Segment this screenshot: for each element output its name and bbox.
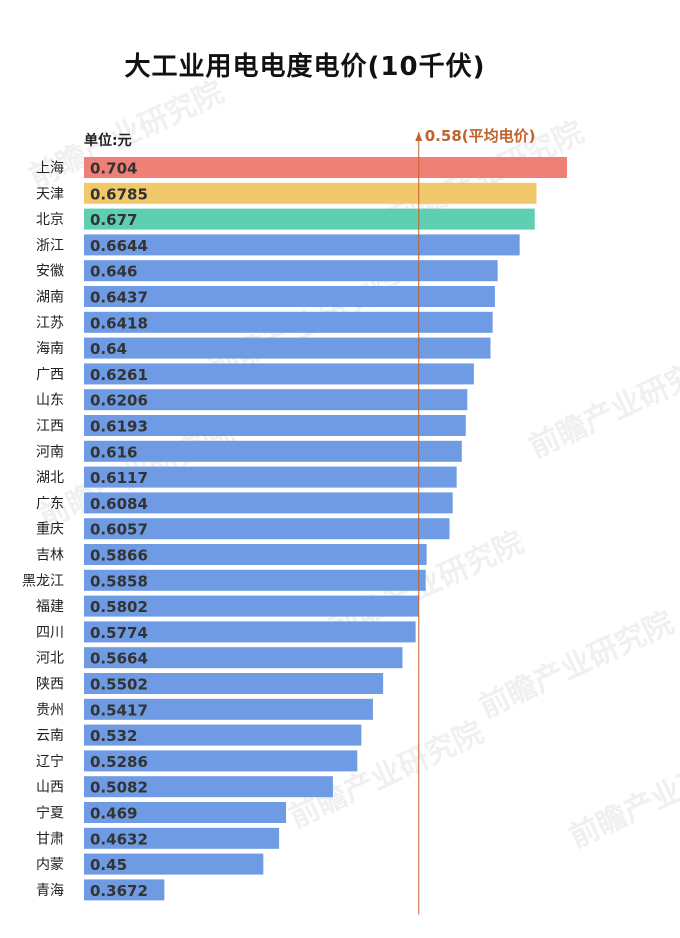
bar (84, 157, 567, 178)
bar (84, 569, 426, 591)
category-label: 福建 (36, 599, 64, 615)
category-label: 山东 (36, 393, 64, 409)
bar (84, 415, 466, 436)
category-label: 湖北 (36, 470, 64, 486)
value-label: 0.6193 (90, 418, 148, 436)
value-label: 0.5286 (90, 753, 148, 771)
category-label: 内蒙 (36, 857, 64, 873)
category-label: 甘肃 (36, 831, 64, 847)
value-label: 0.64 (90, 340, 127, 358)
bar (84, 776, 333, 798)
category-label: 湖南 (36, 290, 64, 306)
bar (84, 234, 520, 256)
bar (84, 750, 358, 772)
category-label: 山西 (36, 780, 64, 796)
bar (84, 518, 450, 540)
category-label: 安徽 (36, 264, 64, 280)
bar (84, 544, 427, 565)
category-label: 青海 (36, 883, 64, 899)
category-label: 贵州 (36, 702, 64, 718)
value-label: 0.6261 (90, 366, 148, 384)
chart-title: 大工业用电电度电价(10千伏) (124, 52, 486, 82)
bar (84, 647, 403, 669)
category-label: 黑龙江 (22, 573, 64, 589)
category-label: 辽宁 (36, 753, 64, 770)
value-label: 0.6785 (90, 185, 148, 203)
bar (84, 311, 493, 333)
bar (84, 879, 165, 901)
value-label: 0.5664 (90, 650, 148, 668)
bar (84, 621, 416, 643)
category-label: 四川 (36, 625, 64, 641)
bar (84, 337, 491, 359)
value-label: 0.469 (90, 805, 137, 823)
average-arrow-icon (415, 132, 423, 141)
value-label: 0.646 (90, 263, 137, 281)
value-label: 0.5802 (90, 598, 148, 616)
value-label: 0.6418 (90, 314, 148, 332)
category-label: 河北 (36, 651, 64, 667)
bar (84, 802, 287, 823)
value-label: 0.704 (90, 160, 137, 178)
category-label: 广东 (36, 496, 64, 512)
category-label: 广西 (36, 367, 64, 383)
category-label: 浙江 (36, 238, 64, 254)
value-label: 0.616 (90, 443, 137, 461)
value-label: 0.45 (90, 856, 127, 874)
value-label: 0.532 (90, 727, 137, 745)
category-label: 上海 (36, 161, 64, 177)
value-label: 0.677 (90, 211, 137, 229)
category-label: 北京 (36, 212, 64, 228)
category-label: 海南 (36, 341, 64, 357)
bar (84, 492, 453, 514)
value-label: 0.5417 (90, 701, 148, 719)
category-label: 河南 (36, 444, 64, 460)
category-label: 宁夏 (36, 805, 64, 822)
value-label: 0.6057 (90, 521, 148, 539)
bar (84, 286, 495, 307)
bar (84, 260, 498, 282)
category-label: 陕西 (36, 677, 64, 693)
value-label: 0.4632 (90, 830, 148, 848)
bar (84, 724, 362, 746)
value-label: 0.6117 (90, 469, 148, 487)
bar (84, 853, 264, 875)
bar (84, 363, 474, 385)
value-label: 0.6206 (90, 392, 148, 410)
bar (84, 389, 468, 411)
bar (84, 182, 537, 204)
bar (84, 698, 373, 720)
value-label: 0.6644 (90, 237, 148, 255)
value-label: 0.5774 (90, 624, 148, 642)
bar (84, 440, 462, 462)
category-label: 江苏 (36, 315, 64, 331)
value-label: 0.6437 (90, 289, 148, 307)
bar (84, 208, 535, 230)
category-label: 云南 (36, 728, 64, 744)
bar (84, 827, 280, 849)
category-label: 天津 (36, 186, 64, 202)
bar (84, 595, 419, 617)
value-label: 0.6084 (90, 495, 148, 513)
value-label: 0.5866 (90, 547, 148, 565)
bar (84, 466, 457, 488)
average-line-label: 0.58(平均电价) (425, 127, 536, 145)
value-label: 0.5858 (90, 572, 148, 590)
unit-label: 单位:元 (84, 133, 132, 149)
category-label: 重庆 (36, 522, 64, 538)
value-label: 0.5502 (90, 676, 148, 694)
bar (84, 673, 384, 694)
category-label: 江西 (36, 419, 64, 435)
value-label: 0.3672 (90, 882, 148, 900)
category-label: 吉林 (36, 548, 64, 564)
value-label: 0.5082 (90, 779, 148, 797)
